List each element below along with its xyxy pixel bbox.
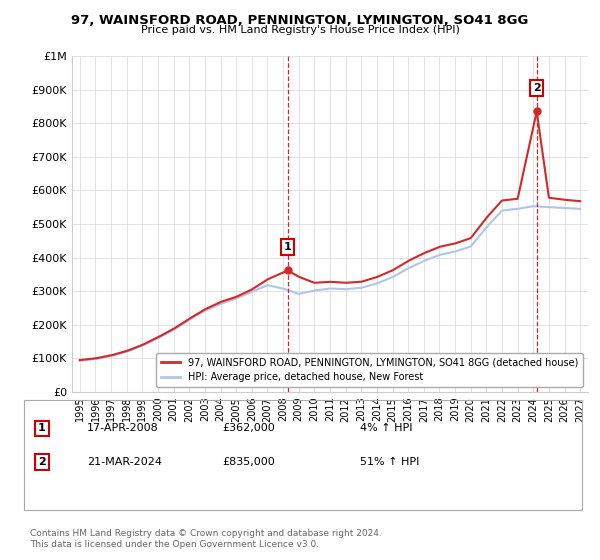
Text: £835,000: £835,000: [222, 457, 275, 467]
Text: 2: 2: [533, 83, 541, 93]
Text: 51% ↑ HPI: 51% ↑ HPI: [360, 457, 419, 467]
Text: 97, WAINSFORD ROAD, PENNINGTON, LYMINGTON, SO41 8GG: 97, WAINSFORD ROAD, PENNINGTON, LYMINGTO…: [71, 14, 529, 27]
Text: 1: 1: [284, 242, 292, 252]
Text: Contains HM Land Registry data © Crown copyright and database right 2024.
This d: Contains HM Land Registry data © Crown c…: [30, 529, 382, 549]
Text: Price paid vs. HM Land Registry's House Price Index (HPI): Price paid vs. HM Land Registry's House …: [140, 25, 460, 35]
Text: 2: 2: [38, 457, 46, 467]
Text: 1: 1: [38, 423, 46, 433]
Text: 4% ↑ HPI: 4% ↑ HPI: [360, 423, 413, 433]
Text: £362,000: £362,000: [222, 423, 275, 433]
Text: 21-MAR-2024: 21-MAR-2024: [87, 457, 162, 467]
Text: 17-APR-2008: 17-APR-2008: [87, 423, 159, 433]
Legend: 97, WAINSFORD ROAD, PENNINGTON, LYMINGTON, SO41 8GG (detached house), HPI: Avera: 97, WAINSFORD ROAD, PENNINGTON, LYMINGTO…: [156, 353, 583, 387]
